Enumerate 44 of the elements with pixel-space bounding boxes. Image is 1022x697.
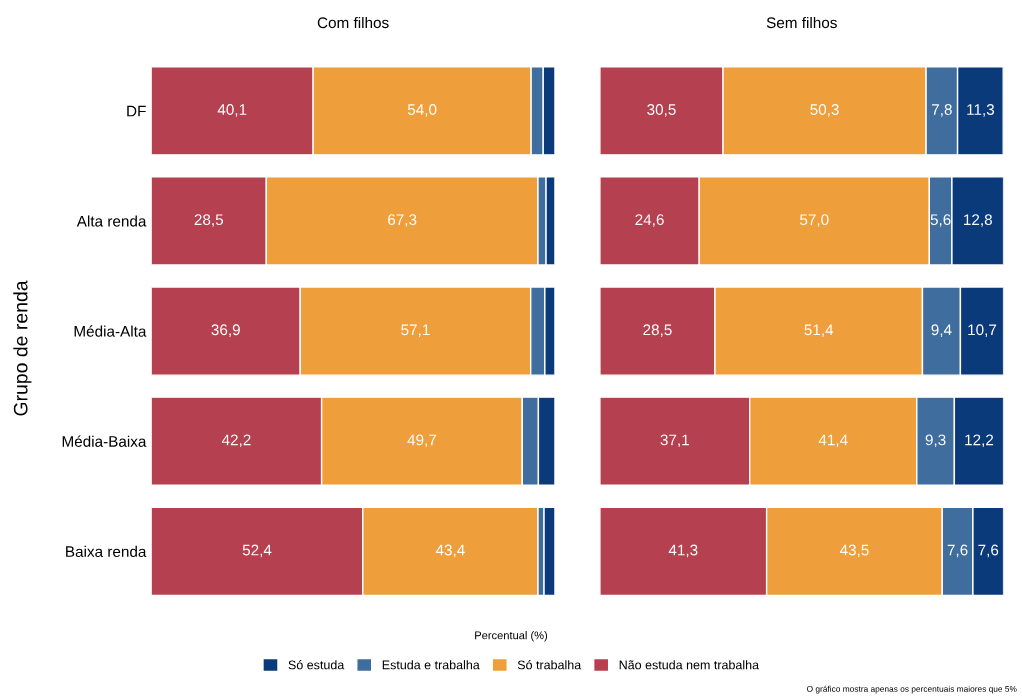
data-label: 52,4 xyxy=(242,544,272,558)
chart-title: Sem filhos xyxy=(766,16,837,29)
data-label: 5,6 xyxy=(930,214,951,227)
data-label: 7,8 xyxy=(932,104,952,117)
chart-title: Com filhos xyxy=(317,16,389,29)
y-axis-title: Grupo de renda xyxy=(13,280,32,416)
data-label: 9,3 xyxy=(925,434,946,448)
data-label: 54,0 xyxy=(407,104,437,117)
data-label: 49,7 xyxy=(407,434,437,448)
data-label: 67,3 xyxy=(388,214,417,227)
data-label: 41,3 xyxy=(668,544,698,558)
data-label: 50,3 xyxy=(810,104,839,117)
legend-label: Não estuda nem trabalha xyxy=(619,660,760,670)
y-tick-label: Média-Alta xyxy=(74,325,147,337)
data-label: 10,7 xyxy=(968,324,997,337)
data-label: 9,4 xyxy=(931,324,952,337)
y-tick-label: DF xyxy=(127,105,146,117)
data-label: 7,6 xyxy=(947,544,968,558)
data-label: 43,5 xyxy=(839,544,869,558)
data-label: 12,8 xyxy=(964,214,992,227)
data-label: 30,5 xyxy=(647,104,676,117)
text: O gráfico mostra apenas os percentuais maiores que 5% xyxy=(807,685,1017,694)
data-label: 57,1 xyxy=(401,324,430,337)
legend-label: Só trabalha xyxy=(517,660,582,670)
legend-label: Estuda e trabalha xyxy=(382,660,480,670)
data-label: 12,2 xyxy=(965,434,994,448)
data-label: 7,6 xyxy=(978,544,999,558)
data-label: 51,4 xyxy=(804,324,834,337)
data-label: 43,4 xyxy=(435,544,465,558)
data-label: 42,2 xyxy=(221,434,251,448)
data-label: 57,0 xyxy=(800,214,829,227)
data-label: 37,1 xyxy=(660,434,689,448)
data-label: 28,5 xyxy=(194,214,224,227)
data-label: 24,6 xyxy=(635,214,664,227)
y-tick-label: Baixa renda xyxy=(66,545,147,558)
data-label: 41,4 xyxy=(818,434,848,448)
y-tick-label: Alta renda xyxy=(76,215,147,227)
data-label: 11,3 xyxy=(967,104,995,117)
data-label: 40,1 xyxy=(217,104,247,117)
data-label: 28,5 xyxy=(643,324,672,337)
data-label: 36,9 xyxy=(211,324,240,337)
legend-label: Só estuda xyxy=(288,660,345,670)
x-axis-title: Percentual (%) xyxy=(475,631,548,642)
y-tick-label: Média-Baixa xyxy=(62,435,147,447)
